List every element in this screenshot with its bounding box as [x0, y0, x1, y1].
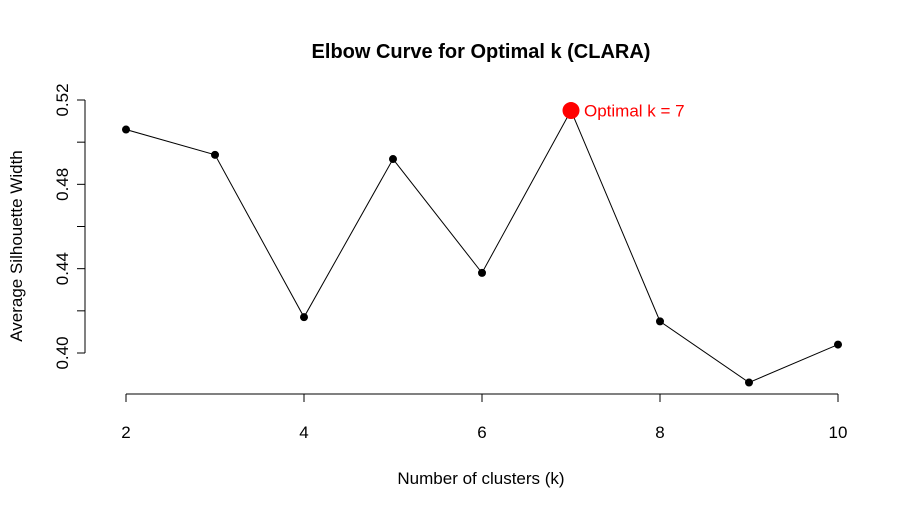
data-point — [211, 150, 219, 159]
series-line — [125, 109, 839, 384]
x-tick-label: 4 — [299, 423, 308, 442]
axes: 2 4 6 8 10 0.40 0.44 0.48 0.52 — [53, 83, 847, 442]
x-axis-label: Number of clusters (k) — [397, 469, 564, 488]
data-point — [834, 340, 842, 349]
x-tick-label: 6 — [477, 423, 486, 442]
data-points — [122, 106, 842, 387]
optimal-label: Optimal k = 7 — [584, 102, 685, 121]
data-point — [300, 313, 308, 322]
data-point — [745, 378, 753, 387]
y-axis-label: Average Silhouette Width — [7, 150, 26, 342]
x-tick-label: 8 — [655, 423, 664, 442]
y-tick-label: 0.48 — [53, 168, 72, 201]
data-point — [122, 125, 130, 134]
data-point — [389, 155, 397, 164]
x-tick-label: 10 — [829, 423, 848, 442]
series-polyline — [125, 109, 839, 384]
chart-title: Elbow Curve for Optimal k (CLARA) — [312, 41, 651, 63]
x-tick-label: 2 — [121, 423, 130, 442]
data-point — [656, 317, 664, 326]
optimal-annotation: Optimal k = 7 — [562, 102, 685, 121]
y-tick-label: 0.40 — [53, 336, 72, 369]
y-tick-label: 0.52 — [53, 83, 72, 116]
data-point — [478, 268, 486, 277]
y-tick-label: 0.44 — [53, 252, 72, 285]
optimal-point-marker — [562, 102, 580, 120]
